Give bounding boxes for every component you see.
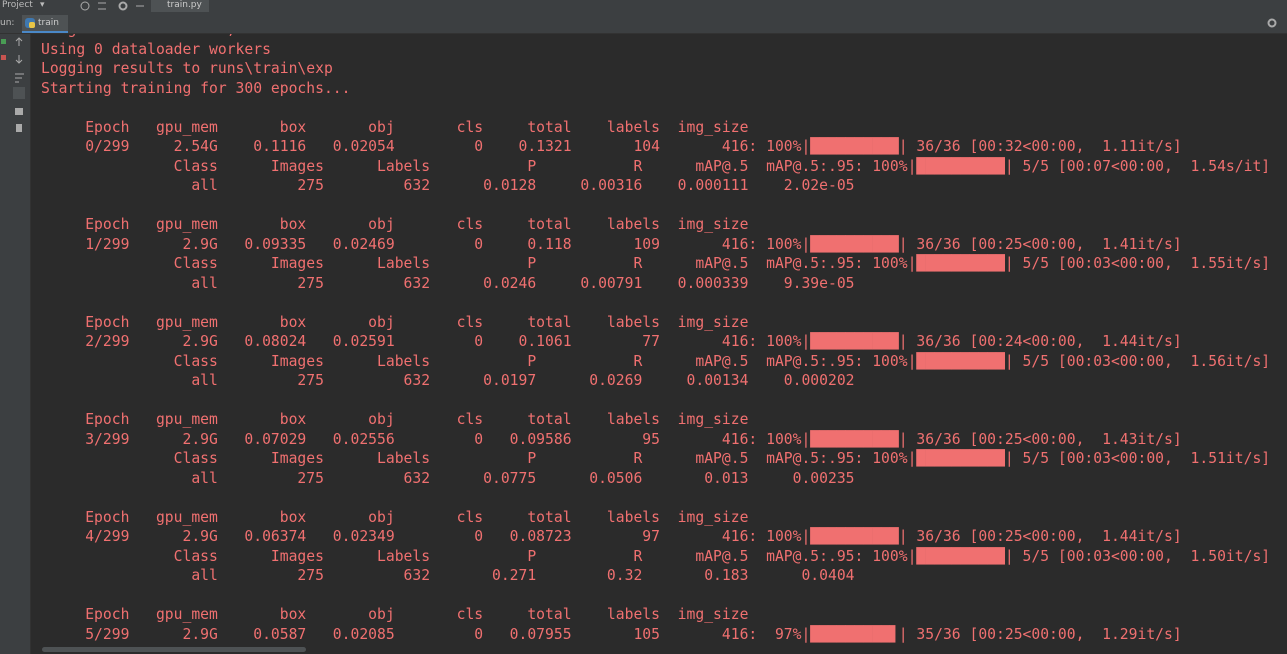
intro-block: Image sizes 416 train, 416 testUsing 0 d… — [41, 34, 1270, 98]
console-text: Image sizes 416 train, 416 testUsing 0 d… — [41, 34, 1270, 654]
console-line: Epoch gpu_mem box obj cls total labels i… — [41, 118, 749, 136]
console-line: all 275 632 0.271 0.32 0.183 0.0404 — [41, 567, 855, 584]
console-line: Class Images Labels P R mAP@.5 mAP@.5:.9… — [41, 450, 1271, 467]
run-tab[interactable]: train — [22, 15, 68, 33]
console-line: Epoch gpu_mem box obj cls total labels i… — [41, 606, 749, 623]
toolbar-icons — [80, 1, 144, 11]
epoch-block: Epoch gpu_mem box obj cls total labels i… — [41, 313, 1270, 391]
console-line: 2/299 2.9G 0.08024 0.02591 0 0.1061 77 4… — [41, 333, 1182, 350]
run-label: un: — [0, 18, 15, 28]
rerun-icon[interactable] — [1, 39, 6, 44]
console-line: all 275 632 0.0197 0.0269 0.00134 0.0002… — [41, 372, 855, 389]
project-dropdown[interactable]: Project — [2, 0, 33, 10]
console-line: Class Images Labels P R mAP@.5 mAP@.5:.9… — [41, 352, 1271, 370]
gutter-icons — [1, 37, 25, 132]
console-line: Using 0 dataloader workers — [41, 40, 271, 58]
console-line: Epoch gpu_mem box obj cls total labels i… — [41, 313, 749, 331]
console-line: 3/299 2.9G 0.07029 0.02556 0 0.09586 95 … — [41, 430, 1182, 448]
console-line: Class Images Labels P R mAP@.5 mAP@.5:.9… — [41, 547, 1271, 565]
console-line: Class Images Labels P R mAP@.5 mAP@.5:.9… — [41, 255, 1271, 272]
epoch-block: Epoch gpu_mem box obj cls total labels i… — [41, 508, 1270, 586]
print-icon[interactable] — [15, 108, 23, 115]
run-tab-label: train — [38, 18, 59, 28]
epoch-block: Epoch gpu_mem box obj cls total labels i… — [41, 410, 1270, 488]
file-tab-label: train.py — [167, 0, 202, 10]
main-toolbar: Project ▾ train.py — [0, 0, 1287, 14]
console-line: all 275 632 0.0128 0.00316 0.000111 2.02… — [41, 177, 855, 194]
console-line: Epoch gpu_mem box obj cls total labels i… — [41, 216, 749, 233]
console-line: Epoch gpu_mem box obj cls total labels i… — [41, 508, 749, 526]
up-icon[interactable] — [15, 37, 23, 46]
wrap-icon[interactable] — [15, 73, 24, 83]
console-output: Image sizes 416 train, 416 testUsing 0 d… — [30, 34, 1287, 654]
horizontal-scrollbar[interactable] — [42, 647, 306, 652]
run-gutter — [0, 34, 31, 654]
console-line: Starting training for 300 epochs... — [41, 79, 351, 97]
stop-icon[interactable] — [1, 55, 6, 60]
console-line: all 275 632 0.0246 0.00791 0.000339 9.39… — [41, 274, 855, 292]
console-line: 0/299 2.54G 0.1116 0.02054 0 0.1321 104 … — [41, 138, 1182, 155]
console-line: all 275 632 0.0775 0.0506 0.013 0.00235 — [41, 469, 855, 487]
run-toolbar: un: train — [0, 12, 1287, 34]
console-line: Image sizes 416 train, 416 test — [41, 34, 1270, 40]
console-line: Class Images Labels P R mAP@.5 mAP@.5:.9… — [41, 157, 1271, 175]
console-line: Logging results to runs\train\exp — [41, 60, 333, 77]
down-icon[interactable] — [15, 55, 23, 64]
settings-icon[interactable] — [118, 1, 128, 11]
locate-icon[interactable] — [80, 1, 90, 11]
delete-icon[interactable] — [16, 124, 22, 132]
console-line: 1/299 2.9G 0.09335 0.02469 0 0.118 109 4… — [41, 235, 1182, 253]
console-line: Epoch gpu_mem box obj cls total labels i… — [41, 411, 749, 428]
python-icon — [25, 18, 35, 28]
dropdown-arrow: ▾ — [40, 0, 45, 10]
console-line: 4/299 2.9G 0.06374 0.02349 0 0.08723 97 … — [41, 528, 1182, 545]
scroll-end-icon[interactable] — [13, 87, 25, 99]
console-line: 5/299 2.9G 0.0587 0.02085 0 0.07955 105 … — [41, 625, 1182, 643]
epoch-block: Epoch gpu_mem box obj cls total labels i… — [41, 605, 1270, 644]
epoch-block: Epoch gpu_mem box obj cls total labels i… — [41, 118, 1270, 196]
settings-icon[interactable] — [1266, 17, 1278, 29]
epoch-block: Epoch gpu_mem box obj cls total labels i… — [41, 215, 1270, 293]
